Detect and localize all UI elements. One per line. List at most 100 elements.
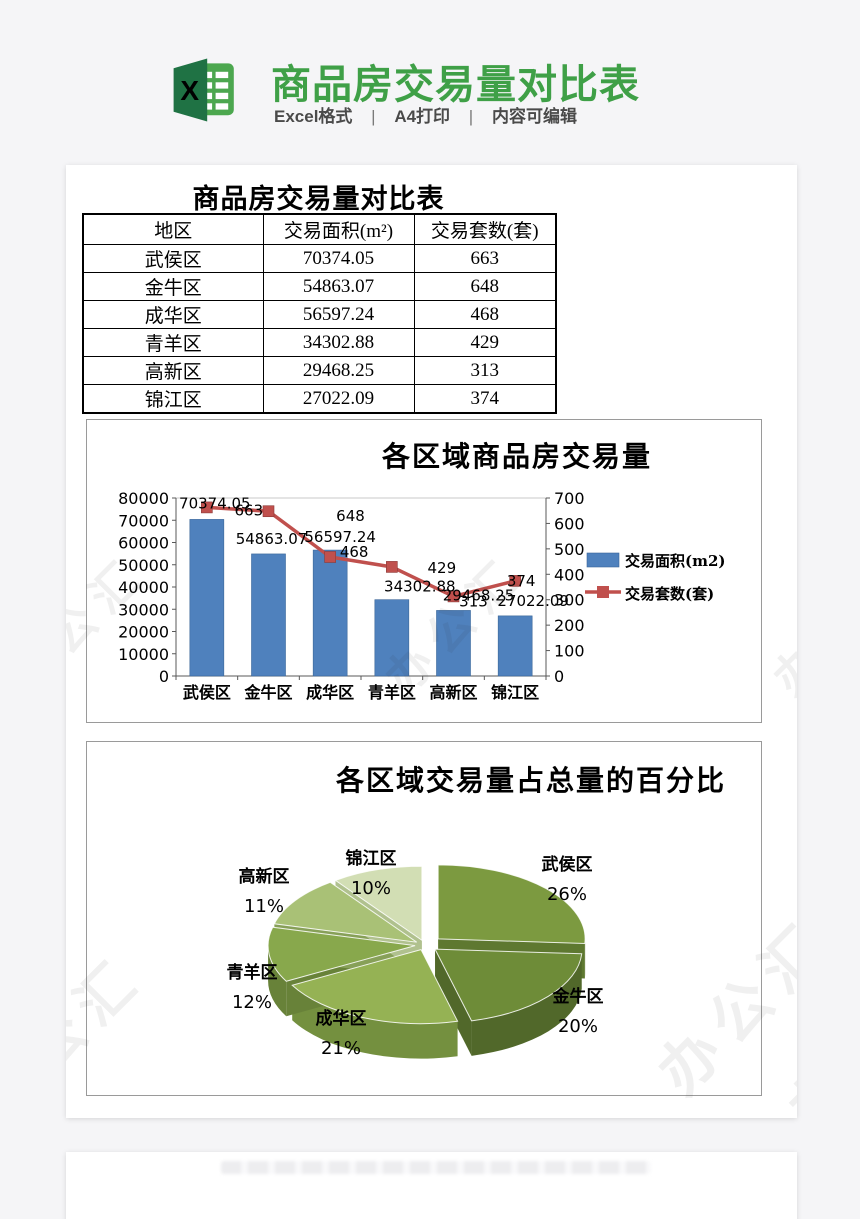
page-header: X 商品房交易量对比表 Excel格式 | A4打印 | 内容可编辑 [0, 0, 860, 140]
table-cell: 锦江区 [82, 384, 264, 414]
excel-logo-icon: X [173, 58, 234, 122]
table-cell: 54863.07 [262, 272, 415, 301]
table-header: 地区 交易面积(m²) 交易套数(套) [82, 213, 557, 245]
pie-label-percent: 10% [351, 878, 391, 899]
table-cell: 648 [413, 272, 557, 301]
line-marker [447, 590, 460, 603]
right-axis-label: 500 [554, 540, 585, 559]
table-cell: 成华区 [82, 300, 264, 329]
table-cell: 70374.05 [262, 244, 415, 273]
pie-slice [434, 948, 583, 1022]
pie-label-percent: 20% [558, 1016, 598, 1037]
right-axis-label: 700 [554, 489, 585, 508]
pie-label-name: 武侯区 [542, 854, 593, 875]
right-axis-label: 400 [554, 565, 585, 584]
left-axis-label: 80000 [118, 489, 169, 508]
table-cell: 武侯区 [82, 244, 264, 273]
pie-label-percent: 12% [232, 992, 272, 1013]
left-axis-label: 10000 [118, 645, 169, 664]
category-label: 青羊区 [368, 683, 416, 702]
pie-slice-side [435, 949, 472, 1056]
bar [436, 610, 471, 677]
subtitle-print: A4打印 [394, 107, 451, 126]
table-cell: 374 [413, 384, 557, 414]
right-axis-label: 600 [554, 514, 585, 533]
pie-slice-rim [471, 953, 582, 1056]
pie-chart: 各区域交易量占总量的百分比 武侯区 26% 金牛区 20% 成华区 21% 青羊区 12% 高新区… [86, 741, 762, 1096]
line-marker [262, 505, 275, 518]
watermark: 办公汇 [762, 544, 797, 706]
table-body: 武侯区 70374.05 663 金牛区 54863.07 648 成华区 56597.24 4… [82, 244, 557, 414]
table-cell: 663 [413, 244, 557, 273]
table-cell: 高新区 [82, 356, 264, 385]
document-preview-page-1: 商品房交易量对比表 地区 交易面积(m²) 交易套数(套) 武侯区 70374.0… [66, 165, 797, 1118]
pie-slice [437, 864, 586, 945]
pie-label-name: 青羊区 [227, 962, 278, 983]
line-marker [201, 501, 213, 514]
pie-label-name: 金牛区 [552, 986, 604, 1007]
left-axis-label: 70000 [118, 511, 169, 530]
bar [497, 615, 533, 677]
bar [189, 519, 225, 677]
bar-data-label: 56597.24 [304, 528, 376, 546]
bar-data-label: 34302.88 [384, 578, 456, 596]
subtitle-separator: | [371, 107, 376, 126]
table-row: 青羊区 34302.88 429 [82, 328, 557, 357]
table-row: 高新区 29468.25 313 [82, 356, 557, 385]
line-data-label: 468 [340, 543, 369, 561]
table-row: 金牛区 54863.07 648 [82, 272, 557, 301]
table-cell: 56597.24 [262, 300, 415, 329]
table-row: 武侯区 70374.05 663 [82, 244, 557, 273]
line-marker [324, 551, 336, 563]
category-label: 成华区 [306, 683, 354, 702]
legend-line-marker [597, 586, 609, 598]
left-axis-label: 60000 [118, 534, 169, 553]
legend-label: 交易面积(m2) [625, 552, 726, 570]
watermark: 办公汇 [776, 951, 797, 1118]
line-data-label: 663 [235, 501, 264, 519]
right-axis-label: 100 [554, 642, 585, 661]
line-data-label: 429 [428, 559, 457, 577]
left-axis-label: 50000 [118, 556, 169, 575]
left-axis-label: 0 [159, 667, 169, 686]
line-data-label: 313 [459, 592, 488, 610]
line-marker [386, 561, 398, 573]
right-axis-label: 300 [554, 591, 585, 610]
table-cell: 青羊区 [82, 328, 264, 357]
table-cell: 468 [413, 300, 557, 329]
pie-slice-rim [268, 945, 287, 1017]
table-cell: 27022.09 [262, 384, 415, 414]
table-cell: 29468.25 [262, 356, 415, 385]
pie-label-name: 成华区 [316, 1008, 367, 1029]
bar [374, 599, 410, 677]
table-cell: 34302.88 [262, 328, 415, 357]
legend-bar-swatch [586, 552, 620, 568]
chart-title: 各区域交易量占总量的百分比 [335, 764, 726, 797]
table-row: 成华区 56597.24 468 [82, 300, 557, 329]
right-axis-label: 200 [554, 616, 585, 635]
line-series [206, 505, 516, 599]
document-preview-page-2 [66, 1152, 797, 1219]
left-axis-label: 20000 [118, 623, 169, 642]
pie-slice [291, 948, 459, 1025]
left-axis-label: 40000 [118, 578, 169, 597]
category-label: 锦江区 [491, 683, 539, 702]
bar [251, 553, 286, 677]
pie-label-name: 高新区 [239, 866, 290, 887]
pie-label-percent: 11% [244, 896, 284, 917]
svg-text:X: X [180, 75, 199, 106]
bar-data-label: 27022.09 [497, 592, 569, 610]
pie-slice [334, 865, 423, 942]
pie-slice [267, 926, 416, 982]
line-data-label: 374 [507, 572, 536, 590]
subtitle-editable: 内容可编辑 [491, 107, 577, 126]
table-row: 锦江区 27022.09 374 [82, 384, 557, 414]
category-label: 金牛区 [243, 683, 292, 702]
pie-slice [273, 881, 418, 943]
sheet-title: 商品房交易量对比表 [192, 184, 445, 214]
page-subtitle: Excel格式 | A4打印 | 内容可编辑 [274, 102, 577, 127]
pie-slice-rim [292, 985, 458, 1059]
bar-data-label: 70374.05 [179, 494, 251, 512]
right-axis-label: 0 [554, 667, 564, 686]
